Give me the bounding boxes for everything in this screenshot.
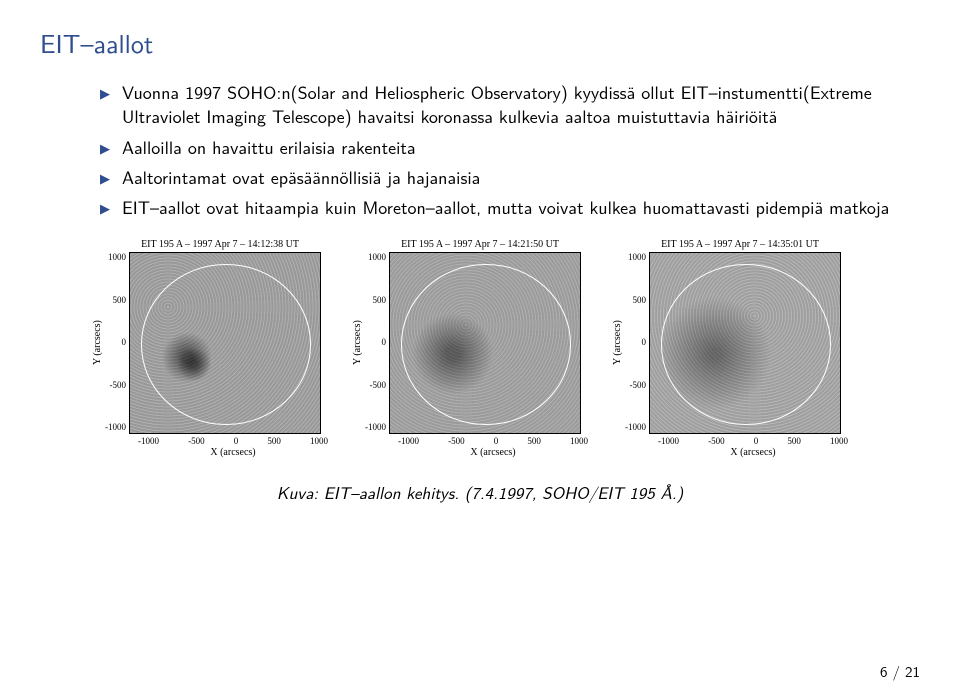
plot-area	[389, 252, 581, 434]
tick: 1000	[310, 436, 328, 446]
y-ticks: 1000 500 0 -500 -1000	[625, 252, 649, 432]
chart-title: EIT 195 A – 1997 Apr 7 – 14:21:50 UT	[350, 239, 610, 250]
tick: -1000	[658, 436, 679, 446]
tick: 500	[365, 295, 386, 305]
tick: 500	[267, 436, 281, 446]
solar-limb-circle	[661, 264, 830, 424]
triangle-icon: ▶	[100, 140, 110, 158]
tick: -1000	[625, 422, 646, 432]
tick: -500	[625, 380, 646, 390]
triangle-icon: ▶	[100, 200, 110, 218]
tick: -500	[708, 436, 725, 446]
y-axis-label: Y (arcsecs)	[350, 252, 365, 434]
triangle-icon: ▶	[100, 85, 110, 103]
plot-row: Y (arcsecs) 1000 500 0 -500 -1000	[350, 252, 610, 434]
tick: -1000	[365, 422, 386, 432]
tick: 0	[234, 436, 239, 446]
tick: 0	[494, 436, 499, 446]
tick: 0	[365, 337, 386, 347]
chart-panel: EIT 195 A – 1997 Apr 7 – 14:35:01 UT Y (…	[610, 239, 870, 458]
x-axis-label: X (arcsecs)	[138, 447, 328, 458]
plot-area	[649, 252, 841, 434]
x-ticks: -1000 -500 0 500 1000	[138, 436, 328, 446]
plot-row: Y (arcsecs) 1000 500 0 -500 -1000	[610, 252, 870, 434]
x-axis-label: X (arcsecs)	[658, 447, 848, 458]
tick: 1000	[365, 252, 386, 262]
tick: 1000	[830, 436, 848, 446]
bullet-list: ▶ Vuonna 1997 SOHO:n(Solar and Heliosphe…	[100, 80, 920, 219]
page-number: 6 / 21	[880, 660, 920, 682]
tick: -1000	[138, 436, 159, 446]
chart-panel: EIT 195 A – 1997 Apr 7 – 14:21:50 UT Y (…	[350, 239, 610, 458]
chart-title: EIT 195 A – 1997 Apr 7 – 14:35:01 UT	[610, 239, 870, 250]
bullet-text: EIT–aallot ovat hitaampia kuin Moreton–a…	[122, 195, 920, 219]
bullet-item: ▶ Aaltorintamat ovat epäsäännöllisiä ja …	[100, 165, 920, 189]
bullet-item: ▶ Aalloilla on havaittu erilaisia rakent…	[100, 135, 920, 159]
plot-area	[129, 252, 321, 434]
solar-limb-circle	[401, 264, 570, 424]
bullet-item: ▶ Vuonna 1997 SOHO:n(Solar and Heliosphe…	[100, 80, 920, 129]
page-title: EIT–aallot	[40, 24, 920, 62]
tick: -500	[188, 436, 205, 446]
tick: -500	[105, 380, 126, 390]
plot-row: Y (arcsecs) 1000 500 0 -500 -1000	[90, 252, 350, 434]
tick: 500	[625, 295, 646, 305]
tick: -1000	[398, 436, 419, 446]
bullet-item: ▶ EIT–aallot ovat hitaampia kuin Moreton…	[100, 195, 920, 219]
tick: 0	[105, 337, 126, 347]
tick: 0	[754, 436, 759, 446]
triangle-icon: ▶	[100, 170, 110, 188]
tick: -1000	[105, 422, 126, 432]
tick: 500	[105, 295, 126, 305]
figure-caption: Kuva: EIT–aallon kehitys. (7.4.1997, SOH…	[40, 480, 920, 505]
x-ticks: -1000 -500 0 500 1000	[398, 436, 588, 446]
tick: 1000	[570, 436, 588, 446]
chart-panel: EIT 195 A – 1997 Apr 7 – 14:12:38 UT Y (…	[90, 239, 350, 458]
chart-title: EIT 195 A – 1997 Apr 7 – 14:12:38 UT	[90, 239, 350, 250]
solar-limb-circle	[141, 264, 310, 424]
tick: 500	[787, 436, 801, 446]
tick: 1000	[625, 252, 646, 262]
tick: 0	[625, 337, 646, 347]
bullet-text: Vuonna 1997 SOHO:n(Solar and Heliospheri…	[122, 80, 920, 129]
x-ticks: -1000 -500 0 500 1000	[658, 436, 848, 446]
tick: -500	[448, 436, 465, 446]
y-axis-label: Y (arcsecs)	[90, 252, 105, 434]
tick: 500	[527, 436, 541, 446]
y-axis-label: Y (arcsecs)	[610, 252, 625, 434]
tick: 1000	[105, 252, 126, 262]
y-ticks: 1000 500 0 -500 -1000	[105, 252, 129, 432]
charts-row: EIT 195 A – 1997 Apr 7 – 14:12:38 UT Y (…	[40, 239, 920, 458]
bullet-text: Aalloilla on havaittu erilaisia rakentei…	[122, 135, 920, 159]
bullet-text: Aaltorintamat ovat epäsäännöllisiä ja ha…	[122, 165, 920, 189]
y-ticks: 1000 500 0 -500 -1000	[365, 252, 389, 432]
tick: -500	[365, 380, 386, 390]
x-axis-label: X (arcsecs)	[398, 447, 588, 458]
